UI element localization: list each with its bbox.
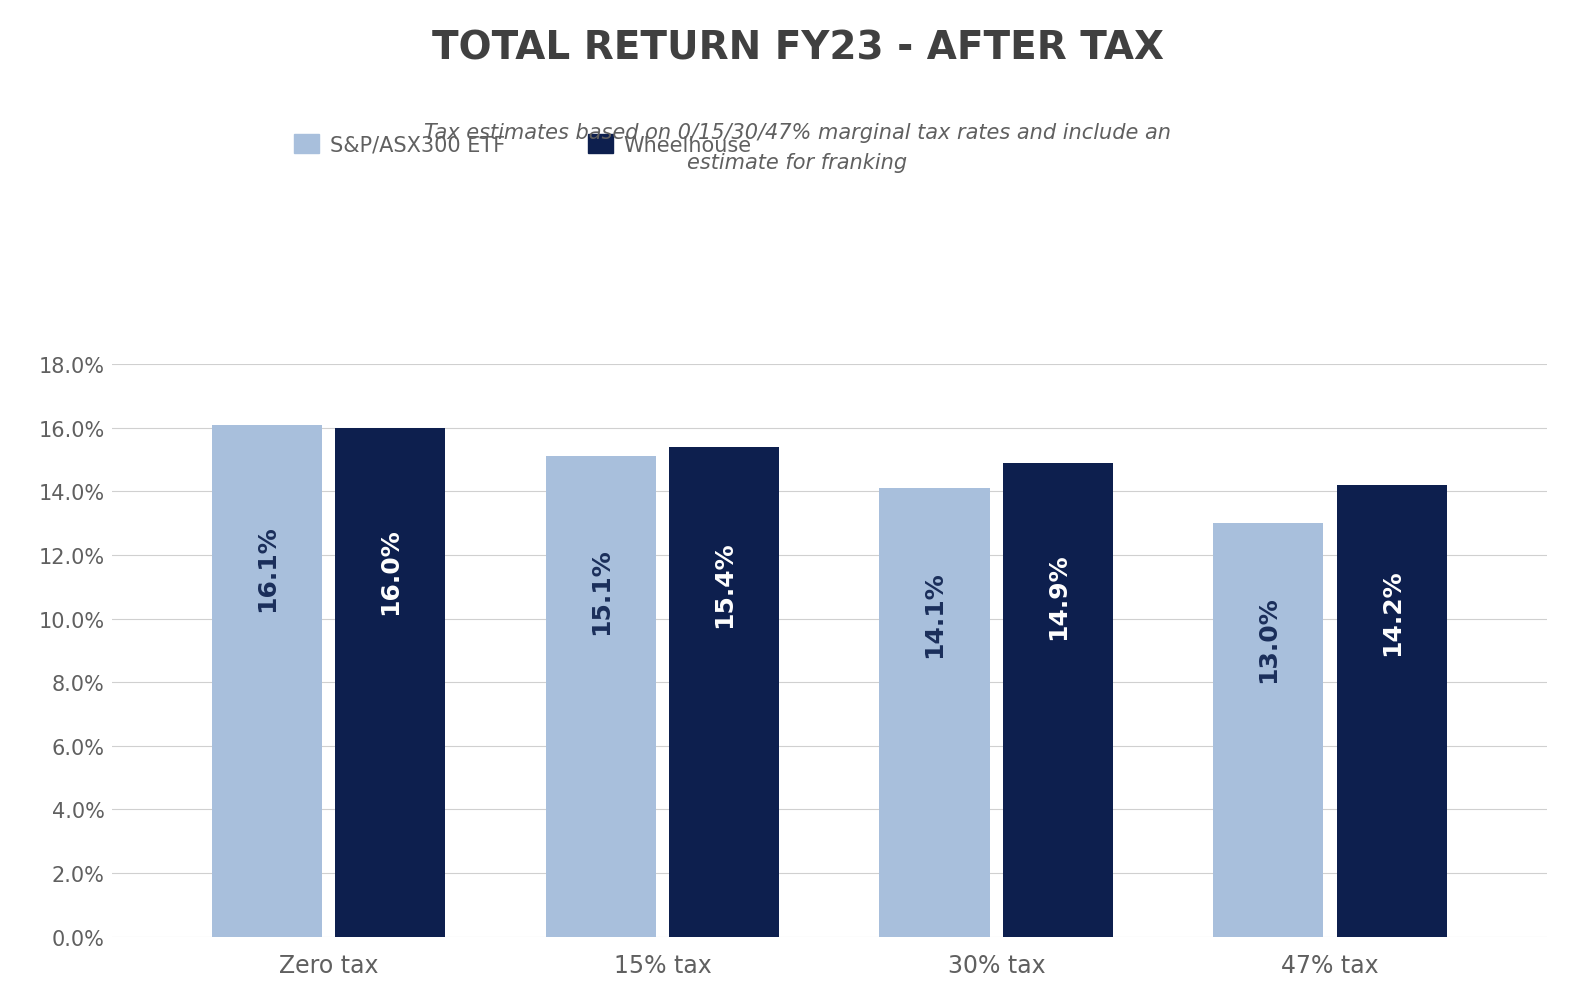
- Text: TOTAL RETURN FY23 - AFTER TAX: TOTAL RETURN FY23 - AFTER TAX: [432, 30, 1163, 68]
- Bar: [670, 448, 780, 937]
- Text: 14.2%: 14.2%: [1380, 569, 1404, 655]
- Bar: [1337, 485, 1447, 937]
- Text: 16.0%: 16.0%: [378, 528, 402, 614]
- Bar: [1214, 524, 1324, 937]
- Text: 15.4%: 15.4%: [713, 541, 737, 628]
- Legend: S&P/ASX300 ETF, Wheelhouse: S&P/ASX300 ETF, Wheelhouse: [295, 135, 751, 156]
- Bar: [545, 457, 656, 937]
- Text: Tax estimates based on 0/15/30/47% marginal tax rates and include an
estimate fo: Tax estimates based on 0/15/30/47% margi…: [424, 123, 1171, 173]
- Bar: [879, 489, 989, 937]
- Bar: [1003, 463, 1113, 937]
- Text: 14.9%: 14.9%: [1046, 552, 1070, 639]
- Bar: [335, 428, 445, 937]
- Text: 15.1%: 15.1%: [589, 548, 612, 635]
- Bar: [212, 425, 322, 937]
- Text: 13.0%: 13.0%: [1257, 596, 1281, 682]
- Text: 14.1%: 14.1%: [922, 571, 946, 658]
- Text: 16.1%: 16.1%: [255, 526, 279, 611]
